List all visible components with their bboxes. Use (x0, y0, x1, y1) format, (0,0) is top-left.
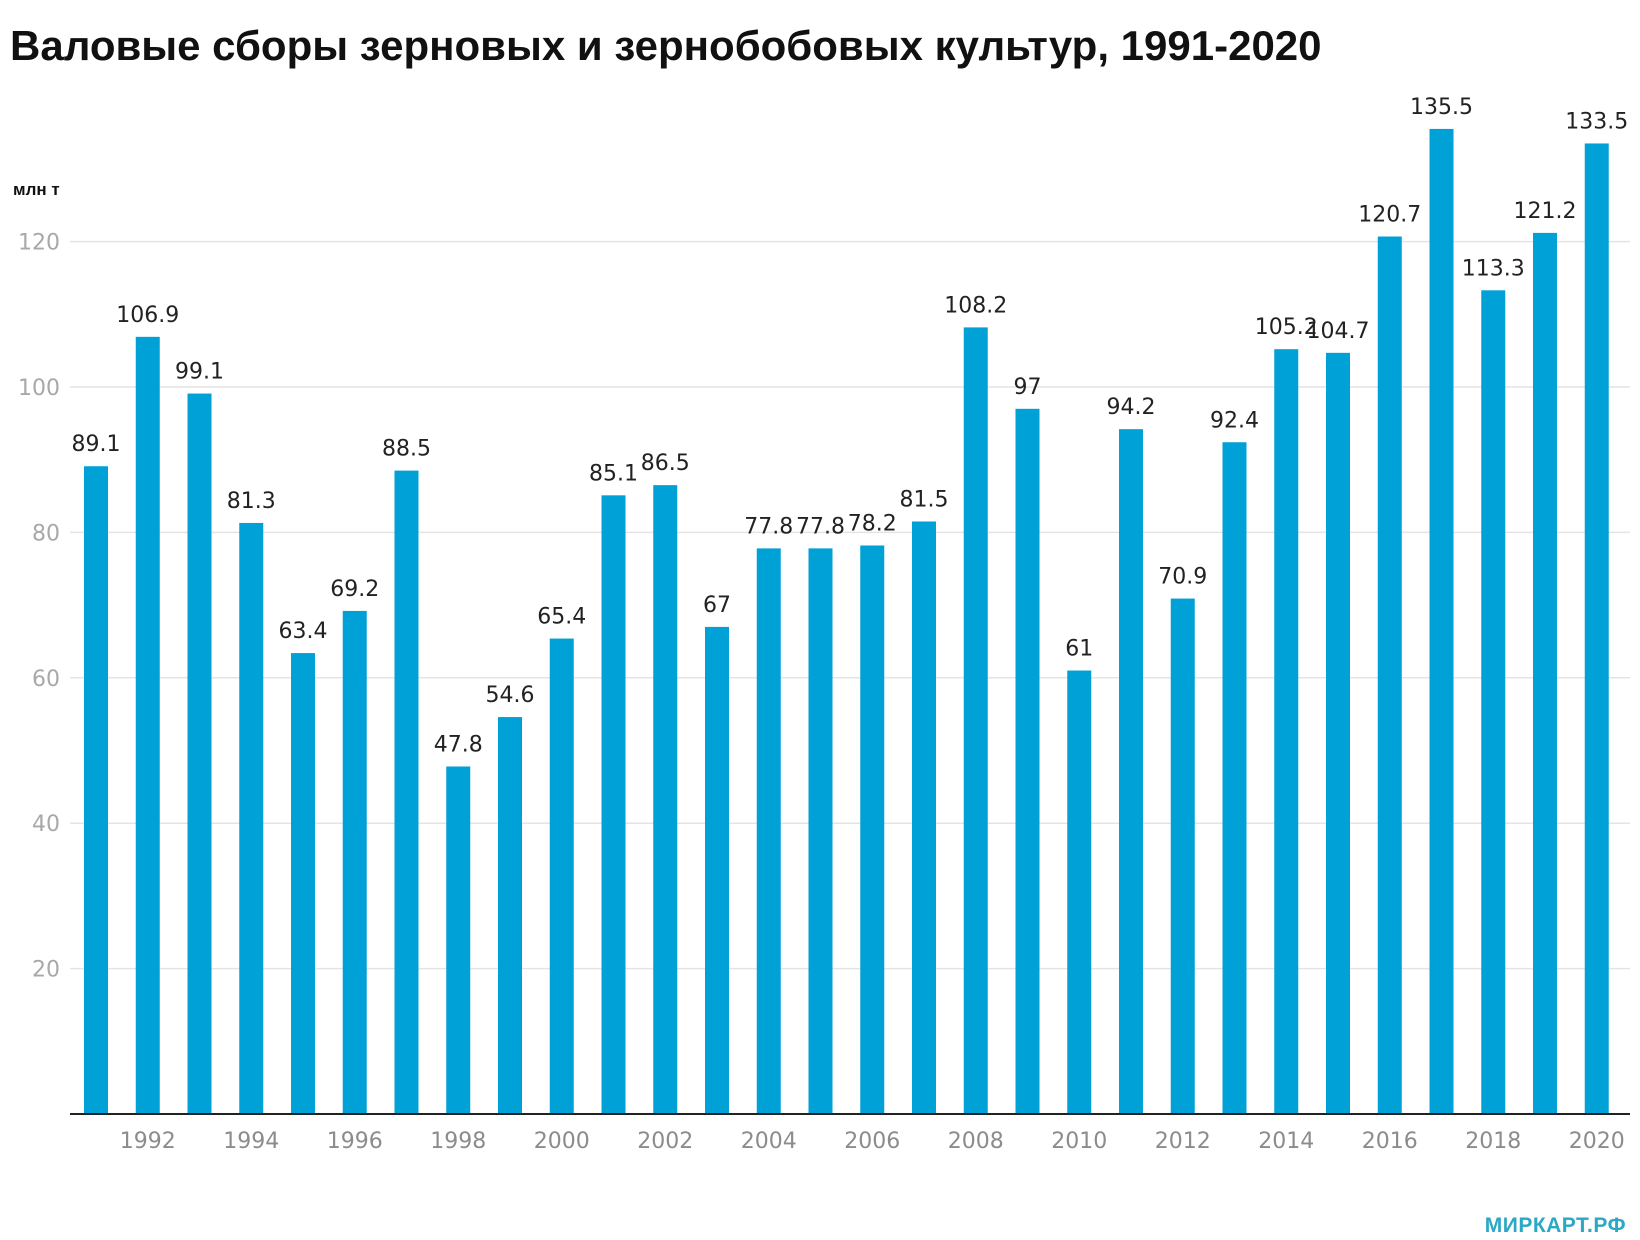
bar (1533, 232, 1557, 1115)
bar (1274, 349, 1299, 1114)
data-label: 47.8 (434, 732, 483, 757)
data-label: 63.4 (279, 619, 328, 644)
bar (808, 548, 833, 1114)
x-axis-ticks: 1992 1994 1996 1998 2000 2002 2004 2006 2008 2010… (120, 1129, 1625, 1154)
data-label: 86.5 (641, 451, 690, 476)
bar (187, 393, 212, 1115)
data-label: 120.7 (1358, 203, 1421, 228)
x-tick-label: 2006 (844, 1129, 900, 1154)
bar (498, 717, 522, 1114)
y-tick-label: 80 (32, 521, 60, 546)
bar (756, 548, 781, 1114)
bar (291, 653, 315, 1114)
bar (446, 766, 471, 1114)
gridlines (70, 240, 1630, 970)
bars (84, 128, 1609, 1115)
x-tick-label: 2010 (1051, 1129, 1107, 1154)
bar (84, 466, 108, 1114)
bar (963, 327, 988, 1114)
bar (1429, 128, 1454, 1115)
bar (394, 470, 419, 1115)
data-label: 78.2 (848, 511, 897, 536)
data-label: 54.6 (486, 683, 535, 708)
data-label: 61 (1065, 637, 1093, 662)
x-tick-label: 2018 (1465, 1129, 1521, 1154)
y-tick-label: 20 (32, 958, 60, 983)
bar (1377, 236, 1402, 1115)
x-tick-label: 2000 (534, 1129, 590, 1154)
bar (342, 610, 367, 1114)
y-tick-label: 40 (32, 812, 60, 837)
data-label: 89.1 (72, 432, 121, 457)
x-tick-label: 2004 (741, 1129, 797, 1154)
bar (1222, 442, 1247, 1114)
y-tick-label: 120 (18, 231, 60, 256)
data-label: 67 (703, 593, 731, 618)
data-label: 92.4 (1210, 408, 1259, 433)
bar (705, 626, 729, 1114)
data-label: 113.3 (1462, 256, 1525, 281)
data-label: 121.2 (1514, 199, 1577, 224)
x-tick-label: 2020 (1569, 1129, 1625, 1154)
bar (1326, 352, 1350, 1114)
bar (912, 521, 936, 1114)
data-label: 106.9 (116, 303, 179, 328)
x-tick-label: 1998 (430, 1129, 486, 1154)
data-label: 97 (1014, 375, 1042, 400)
bar (135, 336, 160, 1114)
y-tick-label: 60 (32, 667, 60, 692)
data-label: 99.1 (175, 360, 224, 385)
x-tick-label: 1992 (120, 1129, 176, 1154)
x-tick-label: 1994 (223, 1129, 279, 1154)
data-label: 105.2 (1255, 315, 1318, 340)
bar (1119, 429, 1143, 1114)
data-label: 104.7 (1307, 319, 1370, 344)
data-labels: 89.1 106.9 99.1 81.3 63.469.2 88.5 47.854.6 65.… (72, 95, 1629, 758)
bar (1015, 408, 1040, 1114)
data-label: 133.5 (1565, 109, 1628, 134)
x-tick-label: 2002 (637, 1129, 693, 1154)
data-label: 135.5 (1410, 95, 1473, 120)
x-tick-label: 2012 (1155, 1129, 1211, 1154)
data-label: 70.9 (1158, 565, 1207, 590)
y-axis-unit-label: млн т (13, 180, 60, 199)
bar (1481, 290, 1506, 1115)
y-axis-ticks: 20 40 60 80 100 120 (18, 231, 60, 983)
x-tick-label: 2014 (1258, 1129, 1314, 1154)
bar (860, 545, 885, 1114)
data-label: 108.2 (944, 293, 1007, 318)
bar (1584, 143, 1609, 1114)
data-label: 69.2 (330, 577, 379, 602)
data-label: 65.4 (537, 605, 586, 630)
data-label: 81.3 (227, 489, 276, 514)
data-label: 88.5 (382, 437, 431, 462)
bar (601, 495, 626, 1114)
x-tick-label: 1996 (327, 1129, 383, 1154)
bar (549, 638, 574, 1114)
data-label: 85.1 (589, 461, 638, 486)
brand-watermark: МИРКАРТ.РФ (1484, 1214, 1626, 1237)
chart-title: Валовые сборы зерновых и зернобобовых ку… (10, 22, 1322, 69)
bar (1067, 670, 1092, 1114)
data-label: 81.5 (900, 487, 949, 512)
data-label: 77.8 (744, 514, 793, 539)
data-label: 94.2 (1107, 395, 1156, 420)
data-label: 77.8 (796, 514, 845, 539)
bar (1170, 598, 1195, 1114)
bar (239, 522, 264, 1114)
x-tick-label: 2008 (948, 1129, 1004, 1154)
x-tick-label: 2016 (1362, 1129, 1418, 1154)
bar (653, 485, 678, 1114)
y-tick-label: 100 (18, 376, 60, 401)
